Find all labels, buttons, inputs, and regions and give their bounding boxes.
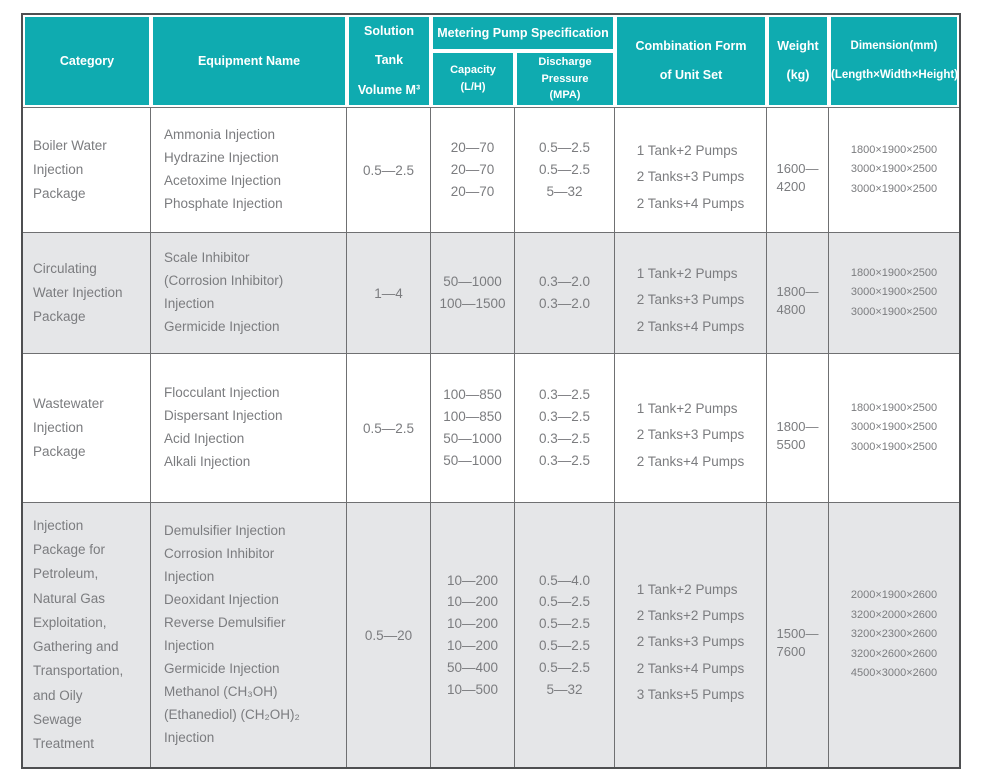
header-weight: Weight (kg)	[767, 15, 829, 108]
weight-text: 1600— 4200	[776, 161, 819, 194]
solution-tank-volume-cell: 0.5—20	[347, 503, 431, 768]
header-category: Category	[23, 15, 151, 108]
capacity-cell: 10—200 10—200 10—200 10—200 50—400 10—50…	[431, 503, 515, 768]
combination-form-text: 1 Tank+2 Pumps 2 Tanks+3 Pumps 2 Tanks+4…	[636, 401, 745, 469]
equipment-name-cell: Demulsifier Injection Corrosion Inhibito…	[151, 503, 347, 768]
combination-form-text: 1 Tank+2 Pumps 2 Tanks+3 Pumps 2 Tanks+4…	[636, 266, 745, 334]
header-solution-tank-volume: Solution Tank Volume M³	[347, 15, 431, 108]
combination-form-text: 1 Tank+2 Pumps 2 Tanks+3 Pumps 2 Tanks+4…	[636, 143, 745, 211]
header-equipment-name: Equipment Name	[151, 15, 347, 108]
table-row: Circulating Water Injection Package Scal…	[23, 233, 959, 355]
solution-tank-volume-cell: 0.5—2.5	[347, 354, 431, 504]
header-capacity: Capacity (L/H)	[431, 50, 515, 108]
table-row: Wastewater Injection Package Flocculant …	[23, 354, 959, 504]
header-metering-pump-specification: Metering Pump Specification	[431, 15, 615, 51]
dimension-cell: 1800×1900×2500 3000×1900×2500 3000×1900×…	[829, 233, 959, 355]
table-row: Boiler Water Injection Package Ammonia I…	[23, 107, 959, 234]
weight-cell: 1800— 4800	[767, 233, 829, 355]
discharge-pressure-cell: 0.3—2.5 0.3—2.5 0.3—2.5 0.3—2.5	[515, 354, 615, 504]
dimension-cell: 1800×1900×2500 3000×1900×2500 3000×1900×…	[829, 354, 959, 504]
category-cell: Boiler Water Injection Package	[23, 107, 151, 234]
spec-table-container: Category Equipment Name Solution Tank Vo…	[21, 13, 961, 769]
header-discharge-pressure: Discharge Pressure (MPA)	[515, 50, 615, 108]
dimension-cell: 2000×1900×2600 3200×2000×2600 3200×2300×…	[829, 503, 959, 768]
dimension-cell: 1800×1900×2500 3000×1900×2500 3000×1900×…	[829, 107, 959, 234]
table-header: Category Equipment Name Solution Tank Vo…	[23, 15, 959, 108]
solution-tank-volume-cell: 0.5—2.5	[347, 107, 431, 234]
table-body: Boiler Water Injection Package Ammonia I…	[23, 107, 959, 768]
combination-form-cell: 1 Tank+2 Pumps 2 Tanks+3 Pumps 2 Tanks+4…	[615, 233, 767, 355]
combination-form-cell: 1 Tank+2 Pumps 2 Tanks+2 Pumps 2 Tanks+3…	[615, 503, 767, 768]
combination-form-text: 1 Tank+2 Pumps 2 Tanks+2 Pumps 2 Tanks+3…	[636, 581, 745, 703]
table-row: Injection Package for Petroleum, Natural…	[23, 503, 959, 768]
weight-text: 1800— 4800	[776, 284, 819, 317]
discharge-pressure-cell: 0.5—4.0 0.5—2.5 0.5—2.5 0.5—2.5 0.5—2.5 …	[515, 503, 615, 768]
equipment-name-cell: Ammonia Injection Hydrazine Injection Ac…	[151, 107, 347, 234]
weight-text: 1500— 7600	[776, 626, 819, 659]
combination-form-cell: 1 Tank+2 Pumps 2 Tanks+3 Pumps 2 Tanks+4…	[615, 107, 767, 234]
equipment-name-cell: Flocculant Injection Dispersant Injectio…	[151, 354, 347, 504]
category-cell: Circulating Water Injection Package	[23, 233, 151, 355]
header-combination-form: Combination Form of Unit Set	[615, 15, 767, 108]
capacity-cell: 50—1000 100—1500	[431, 233, 515, 355]
category-cell: Injection Package for Petroleum, Natural…	[23, 503, 151, 768]
weight-cell: 1600— 4200	[767, 107, 829, 234]
discharge-pressure-cell: 0.3—2.0 0.3—2.0	[515, 233, 615, 355]
injection-package-spec-table: Category Equipment Name Solution Tank Vo…	[23, 15, 959, 768]
header-dimension: Dimension(mm) (Length×Width×Height)	[829, 15, 959, 108]
weight-text: 1800— 5500	[776, 419, 819, 452]
discharge-pressure-cell: 0.5—2.5 0.5—2.5 5—32	[515, 107, 615, 234]
weight-cell: 1500— 7600	[767, 503, 829, 768]
solution-tank-volume-cell: 1—4	[347, 233, 431, 355]
equipment-name-cell: Scale Inhibitor (Corrosion Inhibitor) In…	[151, 233, 347, 355]
combination-form-cell: 1 Tank+2 Pumps 2 Tanks+3 Pumps 2 Tanks+4…	[615, 354, 767, 504]
category-cell: Wastewater Injection Package	[23, 354, 151, 504]
capacity-cell: 20—70 20—70 20—70	[431, 107, 515, 234]
weight-cell: 1800— 5500	[767, 354, 829, 504]
capacity-cell: 100—850 100—850 50—1000 50—1000	[431, 354, 515, 504]
